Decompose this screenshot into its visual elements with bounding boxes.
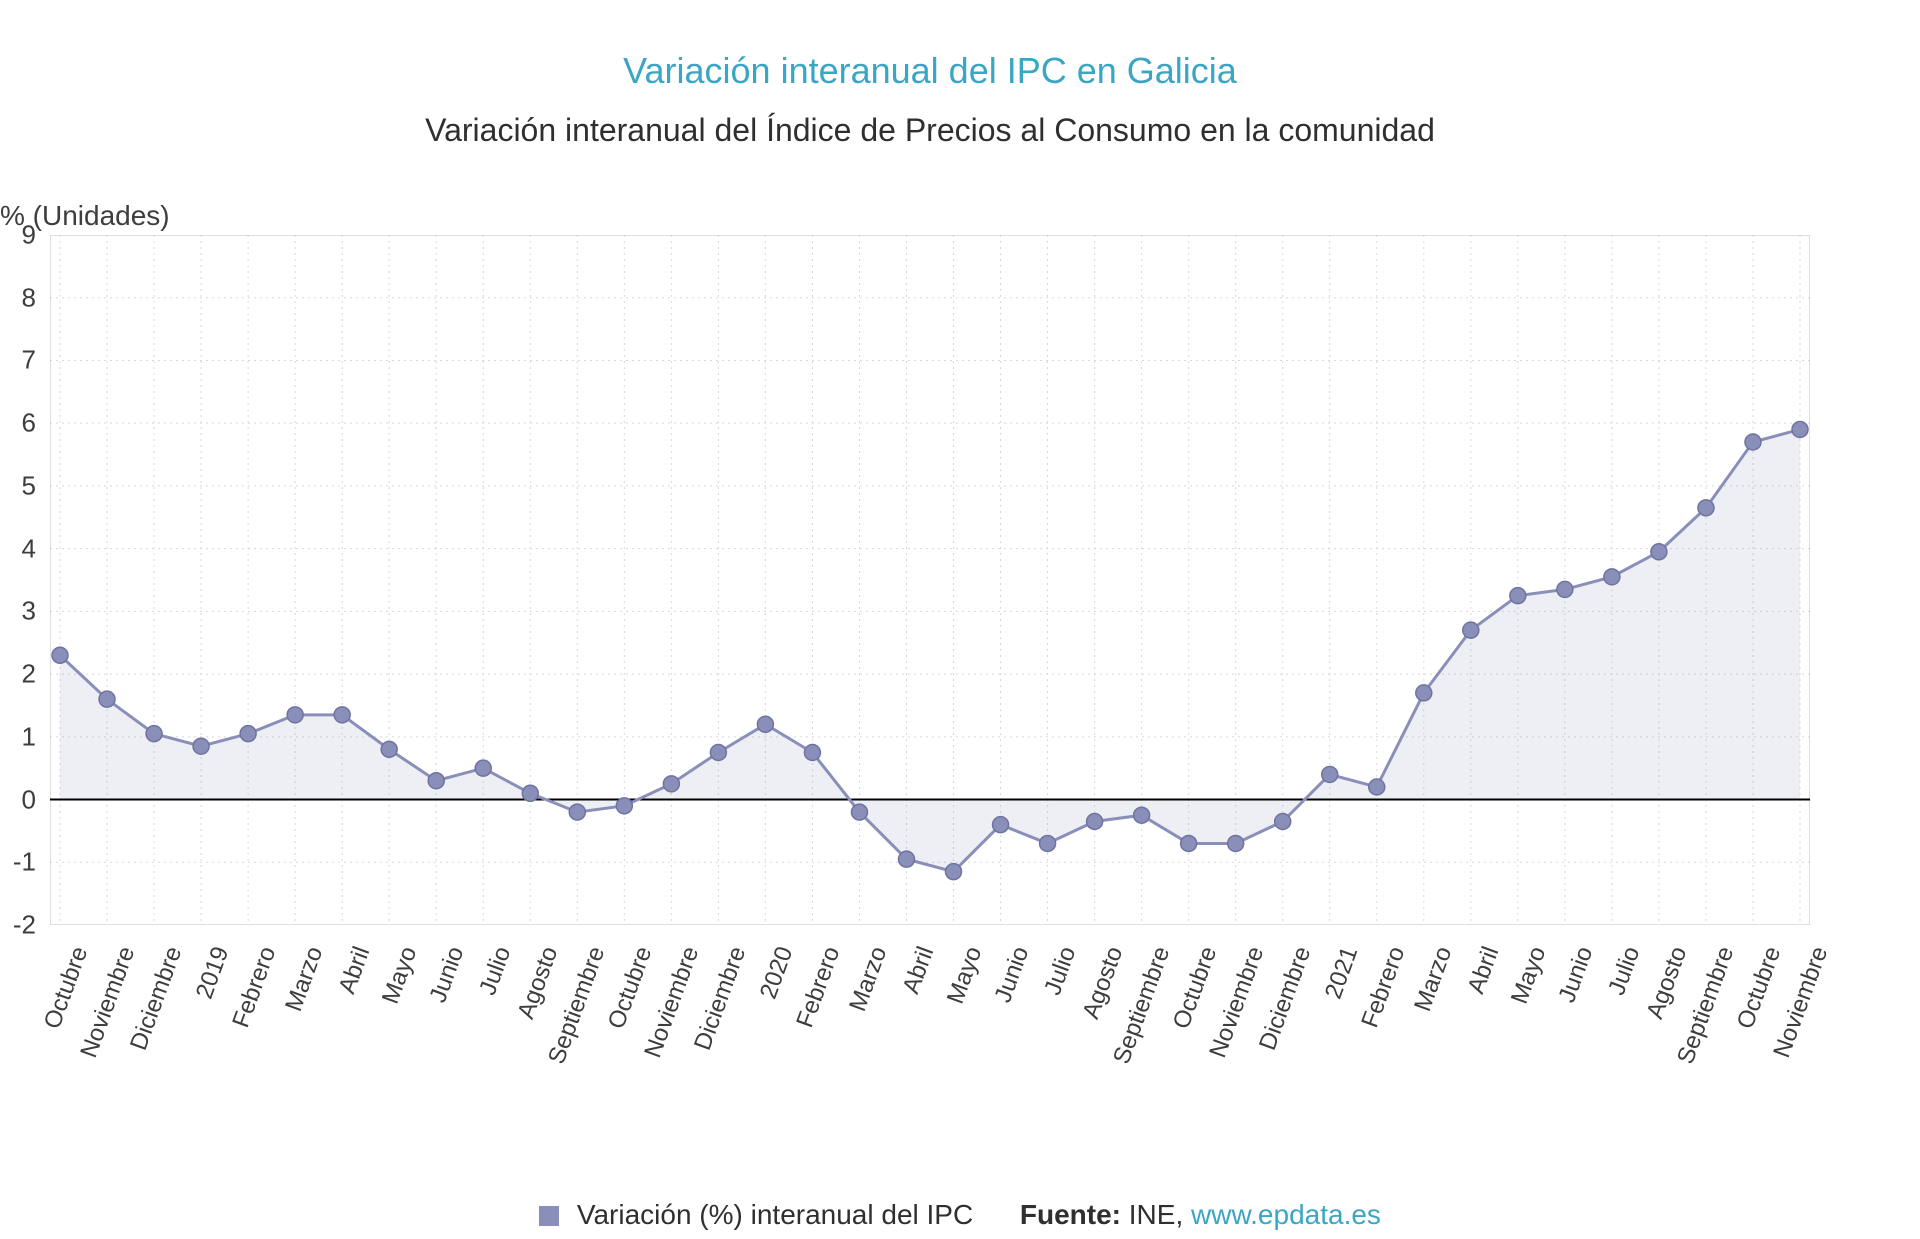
data-point xyxy=(1604,569,1620,585)
x-tick-label: Mayo xyxy=(377,943,423,1008)
y-tick-label: 2 xyxy=(22,659,50,690)
data-point xyxy=(240,726,256,742)
data-point xyxy=(193,738,209,754)
data-point xyxy=(898,851,914,867)
data-point xyxy=(757,716,773,732)
x-tick-label: Octubre xyxy=(1167,943,1223,1033)
data-point xyxy=(1322,766,1338,782)
data-point xyxy=(1416,685,1432,701)
x-tick-label: Mayo xyxy=(1506,943,1552,1008)
x-tick-label: Julio xyxy=(1603,943,1646,999)
y-tick-label: 5 xyxy=(22,470,50,501)
x-tick-label: Abril xyxy=(1462,943,1505,998)
data-point xyxy=(616,798,632,814)
data-point xyxy=(1228,835,1244,851)
x-tick-label: Agosto xyxy=(513,943,565,1023)
data-point xyxy=(1087,814,1103,830)
data-point xyxy=(1557,581,1573,597)
legend-label: Variación (%) interanual del IPC xyxy=(577,1199,973,1230)
data-point xyxy=(1134,807,1150,823)
y-tick-label: 4 xyxy=(22,533,50,564)
y-tick-label: 1 xyxy=(22,721,50,752)
data-point xyxy=(1040,835,1056,851)
y-tick-label: 3 xyxy=(22,596,50,627)
chart-subtitle: Variación interanual del Índice de Preci… xyxy=(0,112,1860,149)
x-tick-label: Febrero xyxy=(792,943,847,1032)
y-tick-label: 9 xyxy=(22,220,50,251)
x-tick-label: Agosto xyxy=(1077,943,1129,1023)
data-point xyxy=(1510,588,1526,604)
data-point xyxy=(993,817,1009,833)
chart-title: Variación interanual del IPC en Galicia xyxy=(0,50,1860,92)
x-axis-labels: OctubreNoviembreDiciembre2019FebreroMarz… xyxy=(50,933,1810,1183)
x-tick-label: 2019 xyxy=(191,943,236,1003)
chart-footer: Variación (%) interanual del IPC Fuente:… xyxy=(0,1199,1920,1231)
source-label: Fuente: xyxy=(1020,1199,1121,1230)
x-tick-label: Marzo xyxy=(1409,943,1458,1015)
data-point xyxy=(569,804,585,820)
data-point xyxy=(1698,500,1714,516)
data-point xyxy=(522,785,538,801)
x-tick-label: Junio xyxy=(1553,943,1599,1006)
y-tick-label: -2 xyxy=(13,910,50,941)
data-point xyxy=(475,760,491,776)
source-name: INE xyxy=(1129,1199,1176,1230)
data-point xyxy=(428,773,444,789)
x-tick-label: Junio xyxy=(425,943,471,1006)
x-tick-label: Julio xyxy=(1039,943,1082,999)
x-tick-label: Abril xyxy=(898,943,941,998)
data-point xyxy=(1463,622,1479,638)
x-tick-label: Mayo xyxy=(941,943,987,1008)
data-point xyxy=(804,745,820,761)
data-point xyxy=(1651,544,1667,560)
data-point xyxy=(851,804,867,820)
x-tick-label: Agosto xyxy=(1641,943,1693,1023)
y-tick-label: 7 xyxy=(22,345,50,376)
data-point xyxy=(1181,835,1197,851)
data-point xyxy=(146,726,162,742)
x-tick-label: Marzo xyxy=(845,943,894,1015)
legend-swatch xyxy=(539,1206,559,1226)
data-point xyxy=(1369,779,1385,795)
data-point xyxy=(334,707,350,723)
data-point xyxy=(1275,814,1291,830)
y-tick-label: 0 xyxy=(22,784,50,815)
source-link[interactable]: www.epdata.es xyxy=(1191,1199,1381,1230)
data-point xyxy=(1792,421,1808,437)
data-point xyxy=(710,745,726,761)
x-tick-label: Febrero xyxy=(1356,943,1411,1032)
x-tick-label: Junio xyxy=(989,943,1035,1006)
x-tick-label: Julio xyxy=(474,943,517,999)
data-point xyxy=(287,707,303,723)
x-tick-label: 2020 xyxy=(755,943,800,1003)
x-tick-label: Febrero xyxy=(227,943,282,1032)
chart-area: -2-10123456789OctubreNoviembreDiciembre2… xyxy=(50,235,1810,1185)
y-tick-label: -1 xyxy=(13,847,50,878)
x-tick-label: 2021 xyxy=(1319,943,1364,1003)
data-point xyxy=(52,647,68,663)
y-tick-label: 8 xyxy=(22,282,50,313)
data-point xyxy=(946,864,962,880)
data-point xyxy=(99,691,115,707)
x-tick-label: Abril xyxy=(334,943,377,998)
data-point xyxy=(663,776,679,792)
y-tick-label: 6 xyxy=(22,408,50,439)
data-point xyxy=(1745,434,1761,450)
data-point xyxy=(381,741,397,757)
x-tick-label: Marzo xyxy=(280,943,329,1015)
comma: , xyxy=(1175,1199,1191,1230)
